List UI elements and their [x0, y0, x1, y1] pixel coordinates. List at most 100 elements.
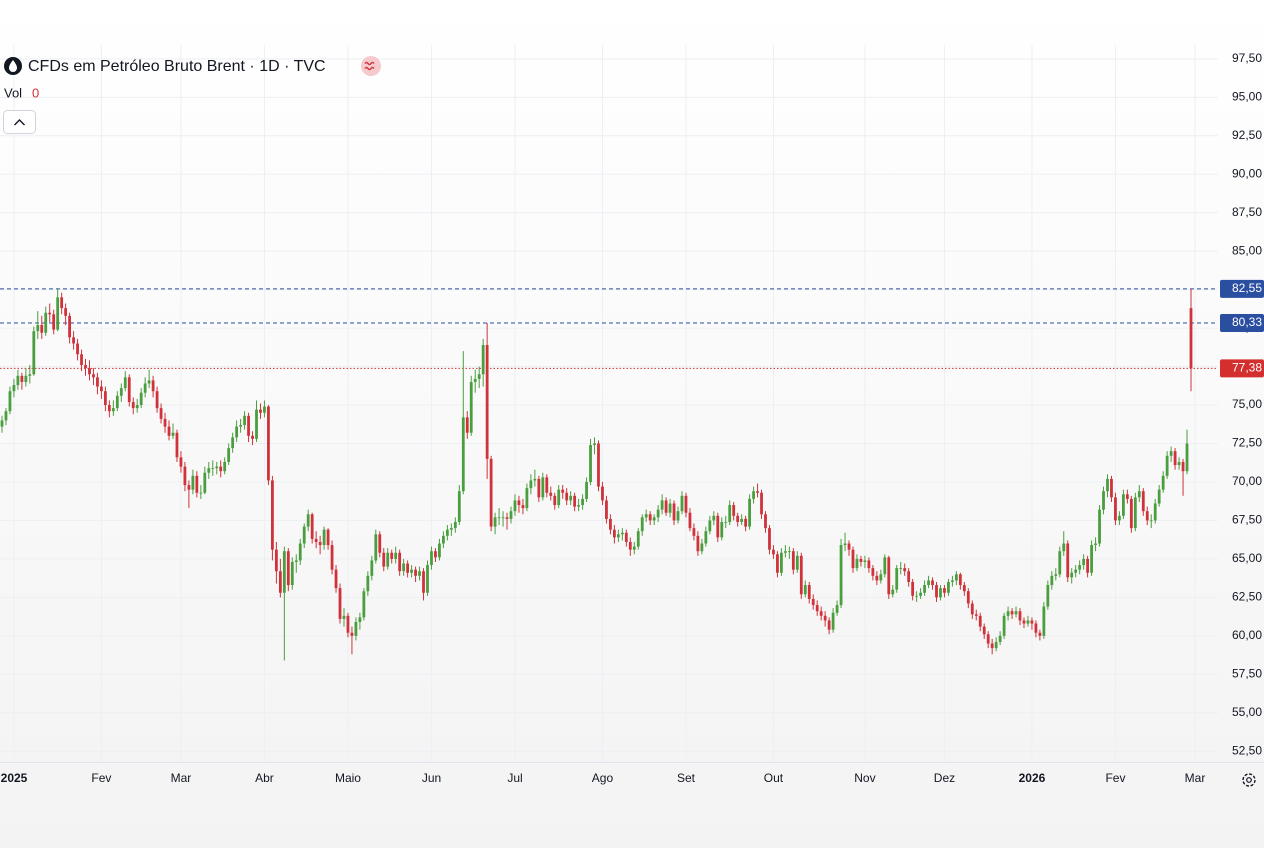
candle-body: [294, 560, 298, 562]
candle-body: [1002, 615, 1006, 636]
candle-body: [704, 531, 708, 544]
candle-body: [692, 528, 696, 536]
x-tick-label: Nov: [854, 771, 875, 785]
candle-body: [92, 374, 95, 378]
candle-body: [664, 500, 668, 513]
candle-body: [358, 617, 362, 622]
candle-body: [962, 585, 966, 592]
candle-body: [247, 415, 250, 436]
candle-body: [537, 478, 541, 498]
candle-body: [131, 401, 135, 409]
candle-body: [1058, 551, 1062, 575]
candle-body: [1078, 565, 1082, 570]
candle-body: [72, 337, 75, 344]
settings-button[interactable]: [1242, 773, 1256, 787]
candle-body: [501, 517, 505, 519]
candle-body: [947, 581, 950, 593]
candle-body: [426, 565, 429, 593]
gear-outer[interactable]: [1242, 773, 1256, 787]
candle-body: [1181, 461, 1185, 472]
candle-body: [760, 492, 763, 515]
candle-body: [740, 518, 744, 522]
candle-body: [597, 443, 600, 487]
candle-body: [350, 632, 354, 636]
candle-body: [84, 365, 87, 369]
x-tick-label: Mar: [1185, 771, 1206, 785]
candle-body: [1149, 520, 1153, 522]
candle-body: [271, 480, 274, 550]
candle-body: [438, 543, 441, 558]
candle-body: [935, 585, 938, 598]
candle-body: [772, 549, 775, 555]
candle-body: [855, 558, 859, 569]
x-tick-label: Fev: [91, 771, 111, 785]
candle-body: [453, 521, 457, 529]
candle-body: [1006, 611, 1010, 616]
y-tick-label: 72,50: [1232, 436, 1262, 450]
status-badge: [361, 56, 381, 76]
candle-body: [469, 381, 473, 433]
candle-body: [374, 534, 378, 561]
candle-body: [998, 635, 1002, 642]
candle-body: [660, 500, 664, 510]
candle-body: [12, 385, 16, 392]
status-icon: [364, 61, 375, 71]
candle-body: [100, 386, 103, 392]
y-tick-label: 70,00: [1232, 474, 1262, 488]
candle-body: [1145, 511, 1149, 521]
candle-body: [175, 432, 179, 458]
candle-body: [541, 477, 545, 498]
candle-body: [1022, 620, 1026, 624]
x-tick-label: Ago: [592, 771, 614, 785]
candle-body: [318, 541, 322, 546]
candle-body: [811, 598, 815, 606]
collapse-chevron[interactable]: [14, 119, 25, 126]
candle-body: [342, 615, 346, 619]
candle-body: [310, 514, 314, 539]
candle-body: [123, 377, 127, 389]
candle-body: [640, 517, 644, 532]
y-tick-label: 67,50: [1232, 513, 1262, 527]
candle-body: [445, 529, 449, 536]
candle-body: [791, 551, 795, 570]
price-label-layer: 82,55 80,33 77,38: [1220, 279, 1264, 378]
candle-body: [616, 534, 620, 538]
candle-body: [1129, 498, 1133, 529]
candle-body: [235, 426, 239, 438]
candle-body: [135, 405, 139, 409]
candle-body: [465, 417, 469, 433]
candle-body: [449, 528, 453, 530]
candle-body: [756, 491, 759, 493]
candle-body: [1010, 611, 1014, 615]
candle-body: [179, 457, 183, 467]
collapse-button-frame[interactable]: [3, 110, 36, 134]
candle-body: [807, 585, 811, 599]
candle-body: [334, 569, 338, 589]
candle-body: [632, 546, 636, 550]
collapse-button[interactable]: [3, 110, 36, 134]
candle-layer: [0, 288, 1193, 661]
y-tick-label: 90,00: [1232, 166, 1262, 180]
gear-inner[interactable]: [1246, 777, 1252, 783]
candle-body: [163, 418, 167, 427]
candle-body: [871, 568, 875, 576]
candle-body: [398, 552, 402, 572]
candle-body: [111, 408, 115, 412]
candle-body: [859, 558, 863, 562]
candle-body: [159, 408, 163, 419]
candle-body: [605, 500, 608, 519]
candle-body: [875, 575, 879, 581]
candle-body: [1042, 606, 1046, 636]
candle-body: [831, 612, 835, 630]
candle-body: [187, 485, 191, 490]
candle-body: [585, 481, 588, 499]
candle-body: [843, 543, 847, 546]
candle-body: [497, 517, 501, 519]
candle-body: [442, 535, 445, 544]
candle-body: [370, 560, 374, 576]
candle-body: [346, 615, 350, 633]
candle-body: [278, 571, 282, 593]
candle-body: [1094, 543, 1097, 546]
candle-body: [461, 417, 465, 492]
